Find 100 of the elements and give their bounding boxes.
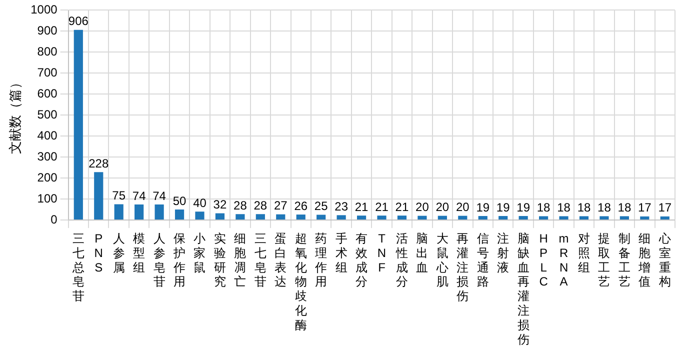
data-label: 27	[274, 198, 288, 213]
x-tick-label: 细胞凋亡	[234, 232, 246, 289]
data-label: 19	[516, 200, 530, 214]
x-tick-label: 脑出血	[416, 232, 428, 274]
x-tick-label: 模型组	[133, 232, 146, 274]
x-tick-label: 超氧化物歧化酶	[294, 232, 307, 332]
x-tick-label: 细胞增值	[638, 232, 651, 289]
data-label: 23	[334, 199, 348, 214]
bar	[660, 216, 670, 220]
data-label: 25	[314, 199, 328, 214]
x-tick-label: 对照组	[578, 232, 590, 274]
data-label: 19	[496, 200, 510, 214]
data-label: 21	[354, 200, 369, 214]
x-tick-label: 信号通路	[476, 232, 489, 289]
data-label: 18	[598, 200, 612, 215]
bar	[74, 30, 83, 220]
data-label: 21	[375, 200, 389, 214]
data-label: 75	[112, 188, 126, 203]
y-tick-label: 500	[37, 107, 58, 122]
y-tick-label: 100	[37, 191, 58, 206]
bar	[397, 216, 407, 220]
data-label: 228	[88, 156, 109, 170]
x-tick-label: 提取工艺	[598, 232, 610, 289]
data-label: 20	[436, 200, 450, 214]
x-tick-label: 三七总皂苷	[71, 232, 84, 304]
x-tick-label: 注射液	[497, 232, 510, 274]
x-tick-label: 小家鼠	[194, 232, 206, 274]
bar	[620, 216, 629, 220]
x-tick-label: 活性成分	[394, 232, 408, 289]
x-tick-label: 保护作用	[172, 232, 186, 289]
data-label: 74	[132, 188, 146, 203]
x-tick-label: 手术组	[335, 232, 348, 274]
bar	[458, 216, 468, 220]
x-tick-label: 脑缺血再灌注损伤	[517, 232, 530, 346]
bar	[356, 216, 366, 220]
y-tick-label: 200	[37, 170, 58, 184]
bar	[276, 214, 286, 220]
x-tick-label: 实验研究	[214, 232, 226, 289]
bar	[256, 214, 265, 220]
data-label: 906	[68, 14, 89, 28]
data-label: 50	[172, 194, 187, 208]
y-tick-label: 600	[37, 86, 58, 100]
bar	[377, 216, 386, 220]
bar	[215, 213, 225, 220]
data-label: 40	[193, 196, 207, 210]
bar	[236, 214, 245, 220]
data-label: 20	[456, 200, 470, 214]
x-tick-label: TNF	[377, 232, 386, 274]
bar	[336, 215, 346, 220]
data-label: 21	[395, 200, 409, 214]
x-tick-label: 人参属	[112, 232, 125, 274]
bar	[478, 216, 488, 220]
x-tick-label: 三七皂苷	[254, 232, 266, 289]
y-tick-label: 800	[37, 44, 58, 58]
bar	[174, 210, 184, 220]
data-label: 74	[152, 188, 166, 203]
bar	[154, 204, 164, 220]
y-tick-label: 400	[37, 128, 58, 142]
bar	[498, 216, 508, 220]
data-label: 17	[638, 200, 652, 215]
data-label: 28	[234, 198, 248, 212]
x-tick-label: 制备工艺	[618, 232, 630, 289]
bar	[418, 216, 427, 220]
bar	[600, 216, 609, 220]
y-tick-label: 1000	[30, 2, 58, 17]
bar	[438, 216, 447, 220]
data-label: 18	[618, 200, 632, 215]
data-label: 28	[254, 198, 268, 212]
bar	[195, 212, 204, 220]
data-label: 32	[213, 198, 227, 212]
y-axis-title: 文献数（篇）	[7, 76, 22, 154]
y-tick-label: 900	[37, 23, 58, 38]
y-tick-label: 300	[37, 149, 58, 164]
x-tick-label: 心室重构	[658, 232, 671, 289]
x-tick-label: 药理作用	[314, 232, 328, 289]
data-label: 26	[294, 198, 308, 213]
bar	[559, 216, 568, 220]
x-tick-label: 蛋白表达	[274, 232, 287, 289]
x-tick-label: 有效成分	[356, 232, 368, 289]
y-tick-label: 700	[37, 65, 58, 80]
bar	[518, 216, 528, 220]
bar	[579, 216, 589, 220]
x-tick-label: HPLC	[539, 232, 548, 289]
data-label: 18	[557, 200, 571, 215]
bar	[316, 214, 326, 220]
data-label: 18	[577, 200, 591, 215]
bar	[538, 216, 548, 220]
x-tick-label: mRNA	[558, 232, 569, 289]
bar	[296, 214, 306, 220]
bar	[640, 216, 650, 220]
x-tick-label: 大鼠心肌	[435, 232, 448, 289]
x-tick-label: PNS	[94, 232, 103, 274]
y-tick-label: 0	[50, 212, 58, 226]
bar	[94, 172, 104, 220]
data-label: 17	[658, 200, 672, 215]
data-label: 18	[536, 200, 551, 215]
bar	[114, 204, 124, 220]
data-label: 20	[416, 200, 430, 214]
bar	[134, 204, 144, 220]
data-label: 19	[476, 200, 490, 214]
